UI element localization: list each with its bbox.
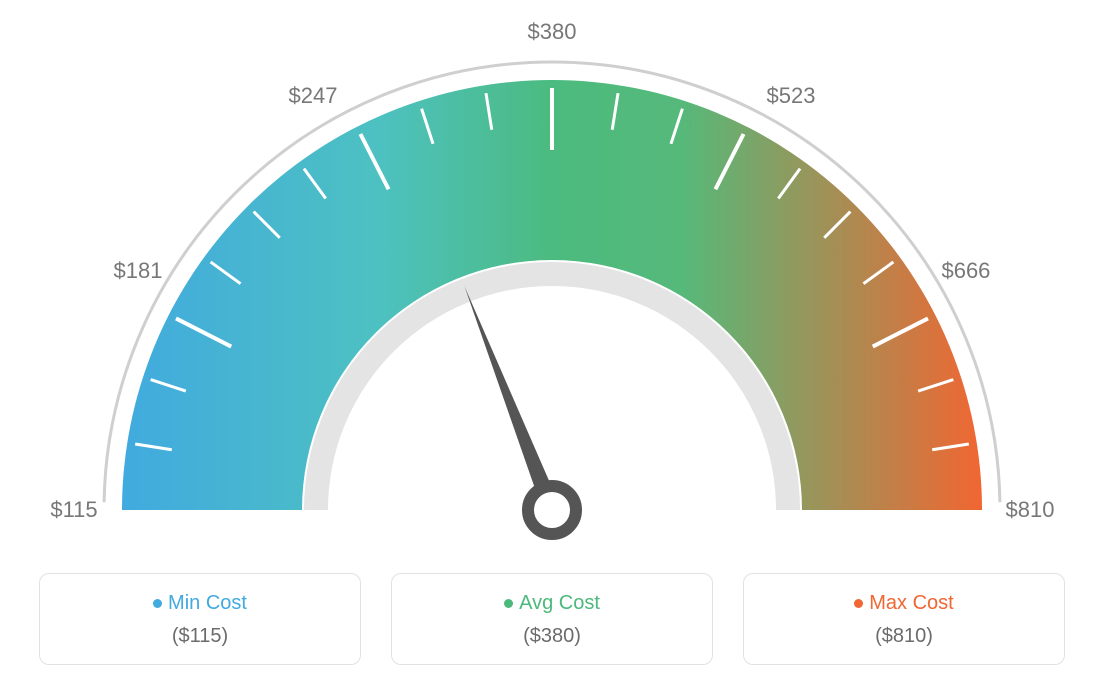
gauge-tick-label: $666 — [941, 258, 990, 284]
gauge-tick-label: $115 — [50, 497, 97, 523]
gauge-tick-label: $523 — [767, 83, 816, 109]
gauge-chart: $115 $181 $247 $380 $523 $666 $810 — [0, 0, 1104, 560]
legend-value-avg: ($380) — [402, 625, 702, 648]
legend-card-min: Min Cost ($115) — [39, 573, 361, 665]
gauge-tick-label: $810 — [1006, 497, 1055, 523]
legend-label-max: Max Cost — [869, 592, 953, 614]
legend-card-max: Max Cost ($810) — [743, 573, 1065, 665]
legend-value-min: ($115) — [50, 625, 350, 648]
legend-title-min: Min Cost — [50, 592, 350, 615]
dot-icon — [153, 599, 162, 608]
legend-row: Min Cost ($115) Avg Cost ($380) Max Cost… — [0, 573, 1104, 665]
legend-label-min: Min Cost — [168, 592, 247, 614]
dot-icon — [854, 599, 863, 608]
legend-label-avg: Avg Cost — [519, 592, 600, 614]
gauge-tick-label: $247 — [289, 83, 338, 109]
legend-title-max: Max Cost — [754, 592, 1054, 615]
legend-title-avg: Avg Cost — [402, 592, 702, 615]
dot-icon — [504, 599, 513, 608]
legend-value-max: ($810) — [754, 625, 1054, 648]
gauge-tick-label: $380 — [528, 19, 577, 45]
cost-gauge-container: $115 $181 $247 $380 $523 $666 $810 Min Cost ($… — [0, 0, 1104, 690]
gauge-tick-label: $181 — [114, 258, 163, 284]
legend-card-avg: Avg Cost ($380) — [391, 573, 713, 665]
